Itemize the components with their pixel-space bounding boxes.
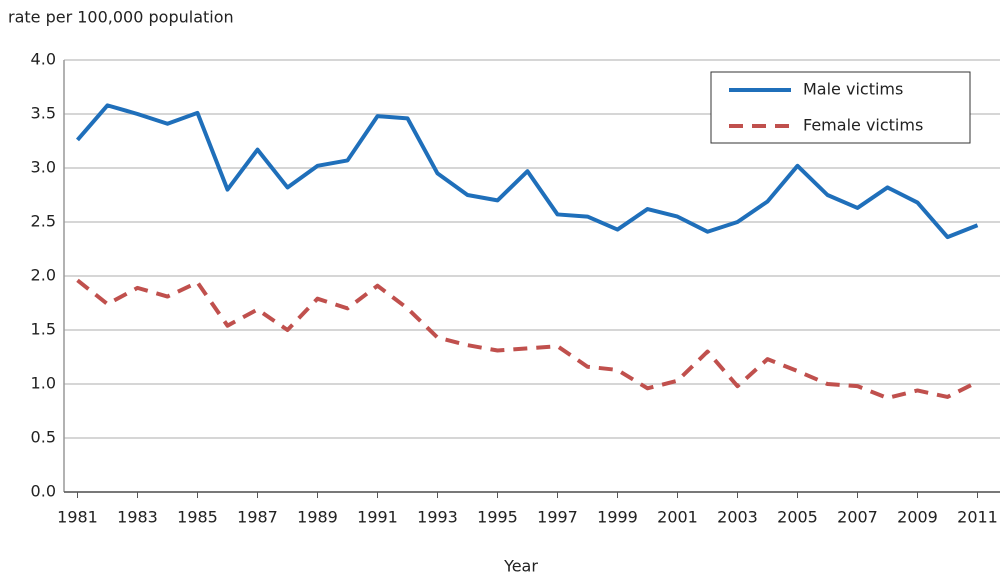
x-tick-label: 2005	[777, 508, 818, 527]
x-tick-label: 2011	[957, 508, 998, 527]
x-tick-label: 2001	[657, 508, 698, 527]
y-tick-label: 3.5	[31, 104, 56, 123]
x-tick-label: 1987	[237, 508, 278, 527]
y-tick-label: 2.5	[31, 212, 56, 231]
x-tick-label: 1995	[477, 508, 518, 527]
y-tick-label: 4.0	[31, 50, 56, 69]
y-tick-label: 1.0	[31, 374, 56, 393]
x-tick-label: 2007	[837, 508, 878, 527]
y-tick-label: 2.0	[31, 266, 56, 285]
x-tick-label: 1989	[297, 508, 338, 527]
x-tick-label: 1997	[537, 508, 578, 527]
x-tick-label: 1981	[57, 508, 98, 527]
y-tick-label: 3.0	[31, 158, 56, 177]
y-tick-label: 1.5	[31, 320, 56, 339]
x-tick-label: 1983	[117, 508, 158, 527]
legend-label: Female victims	[803, 116, 923, 135]
x-tick-label: 1999	[597, 508, 638, 527]
y-tick-label: 0.0	[31, 482, 56, 501]
x-tick-label: 1993	[417, 508, 458, 527]
y-tick-label: 0.5	[31, 428, 56, 447]
x-tick-label: 2003	[717, 508, 758, 527]
data-line	[76, 278, 979, 401]
x-tick-label: 1991	[357, 508, 398, 527]
legend-box	[710, 71, 971, 144]
legend-label: Male victims	[803, 80, 903, 99]
x-axis-label: Year	[503, 557, 538, 576]
data-line	[75, 103, 979, 240]
x-tick-label: 1985	[177, 508, 218, 527]
y-axis-label: rate per 100,000 population	[8, 8, 234, 27]
x-tick-label: 2009	[897, 508, 938, 527]
